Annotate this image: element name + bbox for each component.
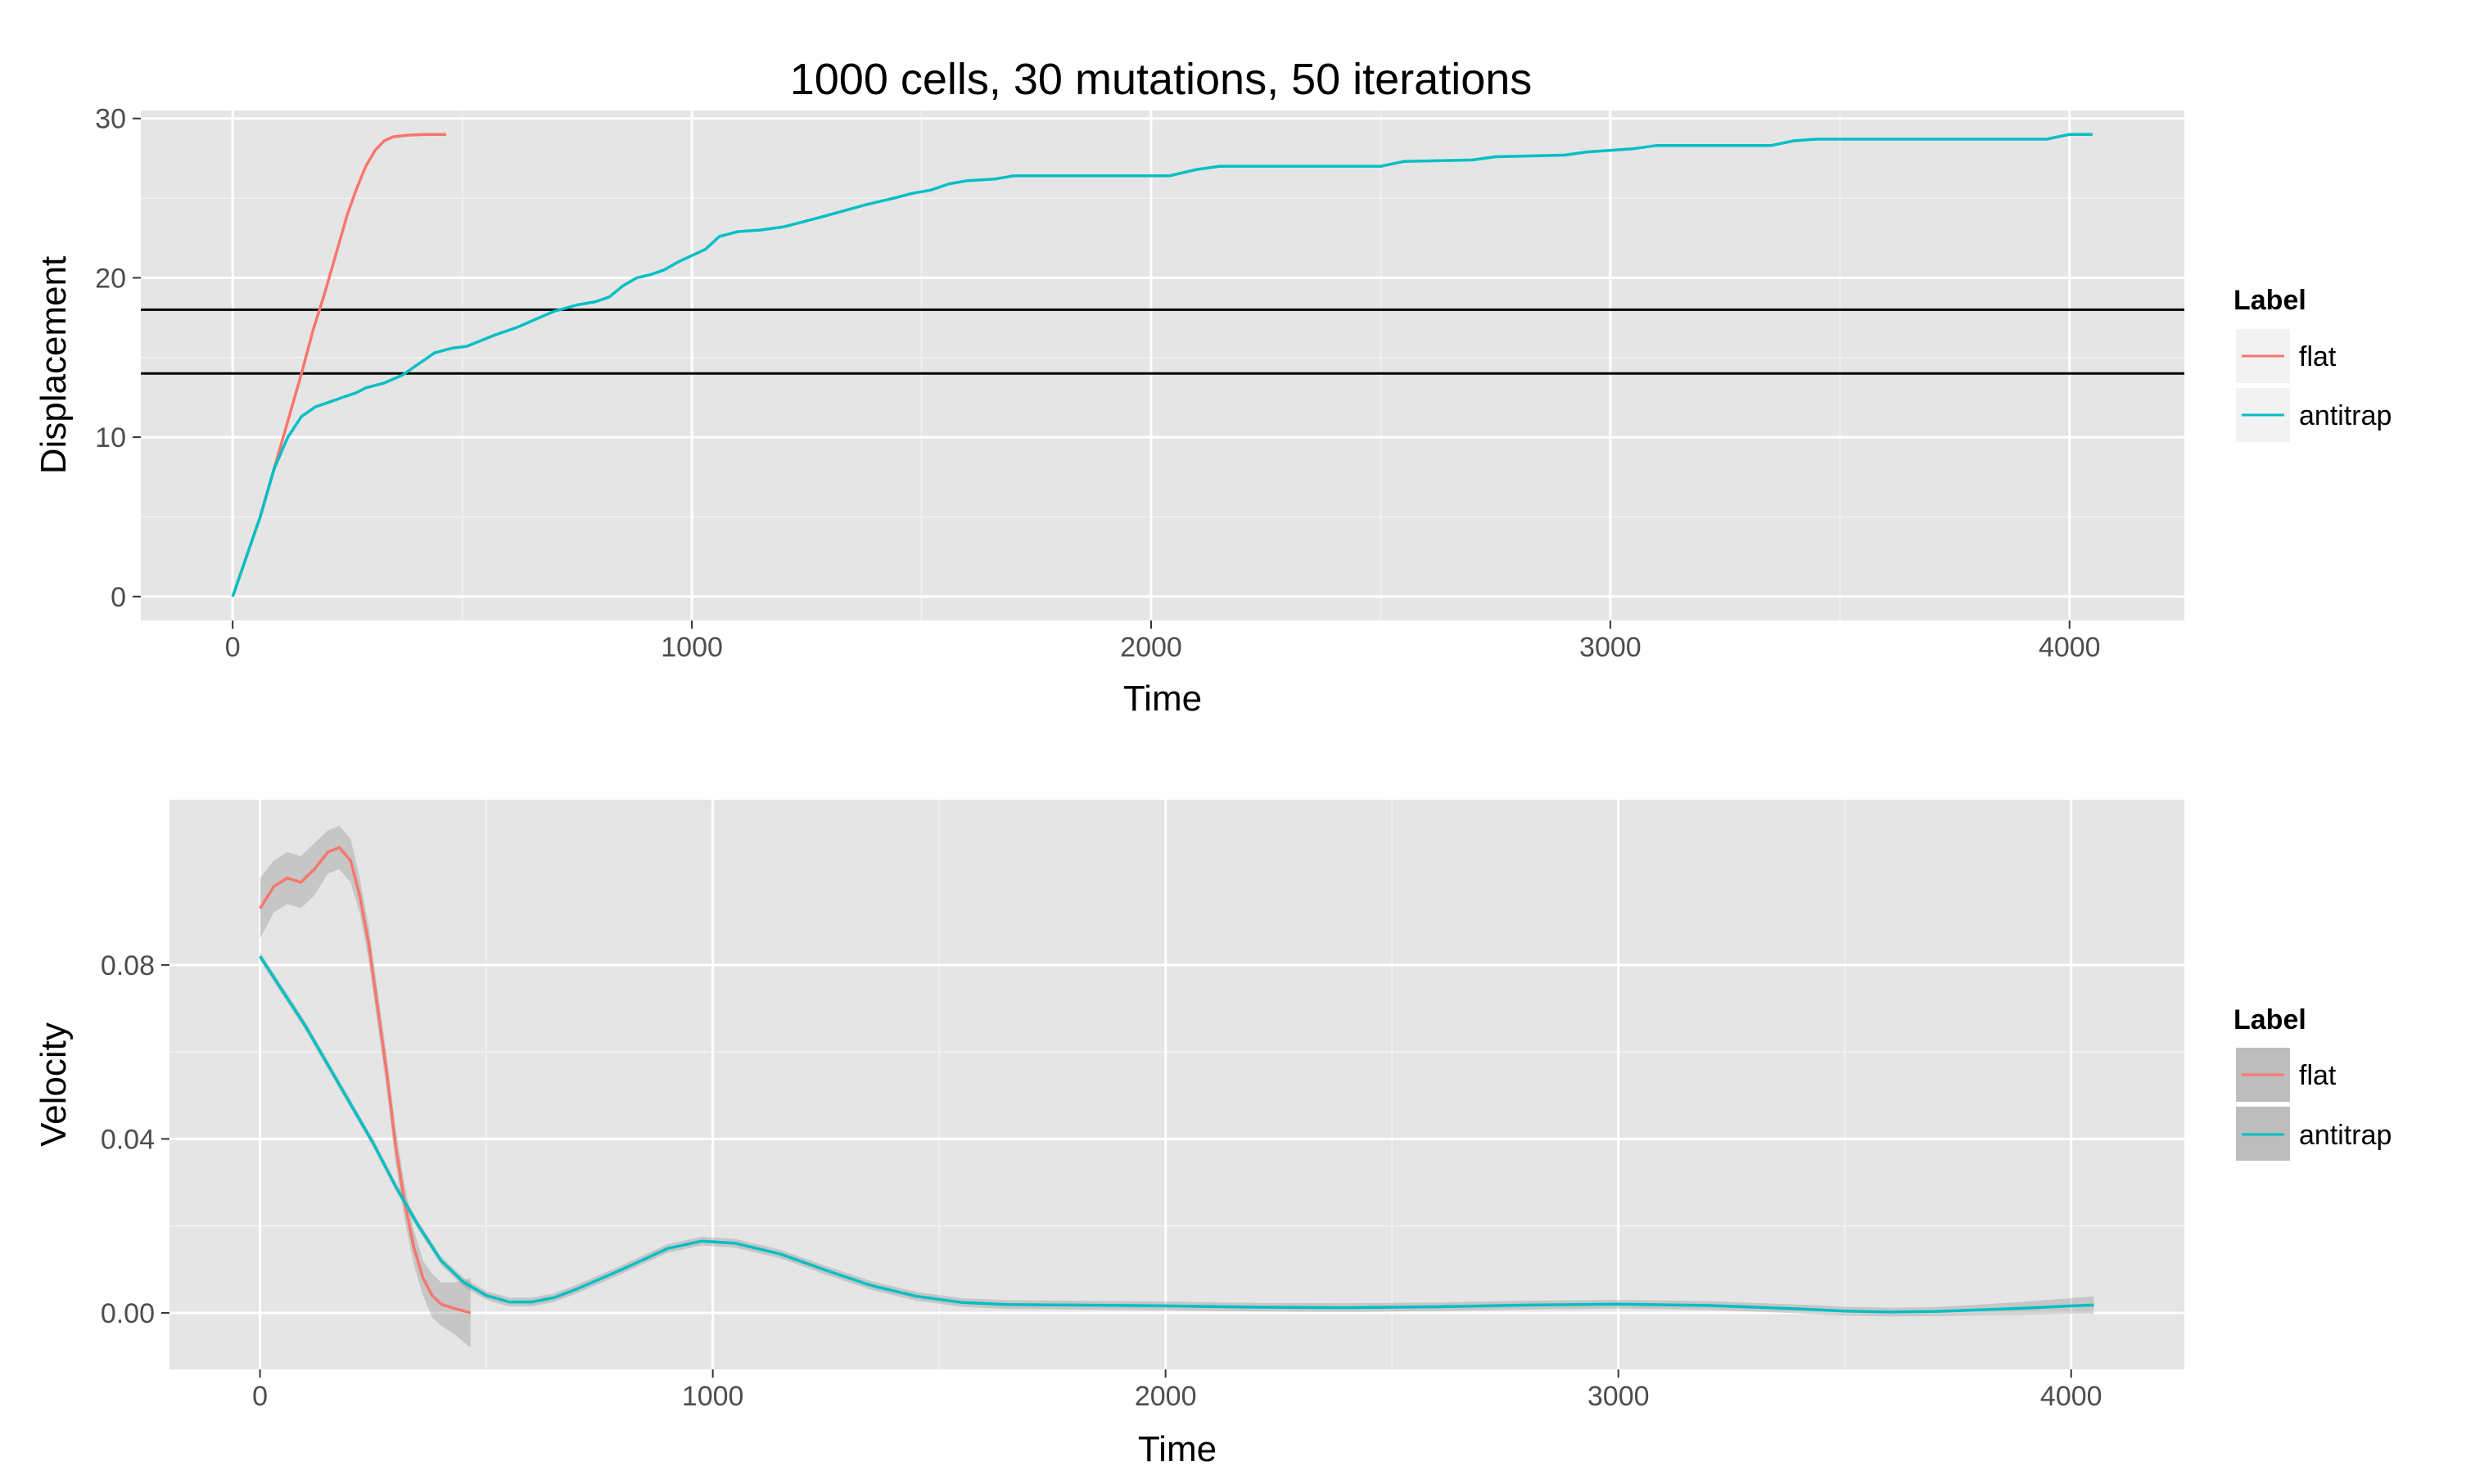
velocity-y-axis-title: Velocity	[34, 1022, 74, 1147]
series-line-flat	[259, 846, 472, 1315]
x-tick-label: 3000	[1579, 632, 1642, 663]
y-tick-label: 0	[111, 582, 126, 613]
x-tick-label: 3000	[1588, 1381, 1650, 1412]
y-tick-label: 0.04	[101, 1124, 155, 1155]
velocity-axis-ticks: 0 1000 2000 3000 4000 0.00 0.04 0.08	[101, 950, 2102, 1412]
x-tick-label: 0	[252, 1381, 268, 1412]
velocity-legend: Label flat antitrap	[2233, 1004, 2391, 1161]
legend-label-flat: flat	[2299, 1060, 2337, 1091]
legend-label-antitrap: antitrap	[2299, 400, 2391, 431]
legend-label-flat: flat	[2299, 341, 2337, 372]
displacement-legend-title: Label	[2233, 285, 2306, 316]
x-tick-label: 2000	[1135, 1381, 1197, 1412]
legend-label-antitrap: antitrap	[2299, 1120, 2391, 1151]
x-tick-label: 1000	[661, 632, 723, 663]
series-line-antitrap	[231, 133, 2093, 598]
velocity-series	[259, 846, 2094, 1315]
displacement-panel: 0 1000 2000 3000 4000 0 10 20 30 Time Displaceme…	[34, 104, 2184, 719]
y-tick-label: 10	[95, 422, 126, 453]
y-tick-label: 20	[95, 263, 126, 294]
displacement-gridlines	[141, 111, 2184, 620]
velocity-x-axis-title: Time	[1138, 1429, 1217, 1469]
series-line-antitrap	[259, 955, 2094, 1314]
y-tick-label: 0.00	[101, 1298, 155, 1329]
x-tick-label: 0	[225, 632, 241, 663]
y-tick-label: 0.08	[101, 950, 155, 981]
y-tick-label: 30	[95, 104, 126, 135]
x-tick-label: 2000	[1120, 632, 1182, 663]
velocity-gridlines	[169, 800, 2184, 1369]
displacement-plot-background	[141, 111, 2184, 620]
displacement-legend: Label flat antitrap	[2233, 285, 2391, 442]
velocity-panel: 0 1000 2000 3000 4000 0.00 0.04 0.08 Time Veloc…	[34, 800, 2184, 1469]
displacement-y-axis-title: Displacement	[34, 256, 74, 475]
velocity-plot-background	[169, 800, 2184, 1369]
displacement-series	[231, 133, 2093, 598]
x-tick-label: 1000	[682, 1381, 744, 1412]
displacement-axis-ticks: 0 1000 2000 3000 4000 0 10 20 30	[95, 104, 2100, 663]
velocity-legend-title: Label	[2233, 1004, 2306, 1035]
x-tick-label: 4000	[2040, 1381, 2102, 1412]
x-tick-label: 4000	[2039, 632, 2101, 663]
chart-title: 1000 cells, 30 mutations, 50 iterations	[790, 55, 1533, 104]
displacement-x-axis-title: Time	[1123, 679, 1202, 719]
displacement-reference-lines	[141, 308, 2184, 375]
